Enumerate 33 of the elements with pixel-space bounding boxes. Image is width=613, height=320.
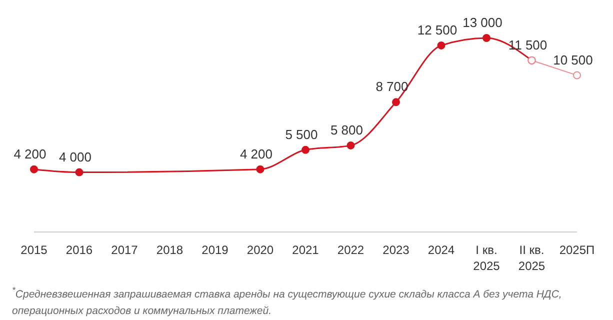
- point: [392, 98, 400, 106]
- point: [346, 141, 355, 150]
- x-tick-label: 2025П: [559, 243, 595, 257]
- x-tick-label: II кв. 2025: [518, 243, 546, 273]
- x-tick-label: 2019: [202, 243, 229, 257]
- data-label: 11 500: [508, 37, 548, 52]
- data-label: 5 800: [330, 122, 364, 138]
- x-tick-label: 2020: [246, 243, 274, 257]
- data-label: 4 200: [240, 146, 273, 162]
- data-label: 12 500: [417, 22, 458, 38]
- x-tick-label: 2021: [292, 243, 320, 257]
- data-label: 4 000: [58, 149, 92, 164]
- point: [482, 34, 490, 42]
- x-tick-label: 2018: [156, 243, 184, 257]
- data-label: 5 500: [285, 126, 318, 142]
- x-tick-label: I кв. 2025: [473, 243, 500, 273]
- x-tick-label: 2015: [20, 243, 48, 257]
- x-tick-label: 2023: [382, 243, 410, 257]
- data-label: 4 200: [14, 146, 46, 162]
- x-tick-label: 2024: [428, 243, 455, 257]
- point: [302, 146, 310, 154]
- data-label: 13 000: [462, 15, 502, 30]
- x-tick-label: 2017: [111, 243, 138, 257]
- point: [75, 168, 84, 176]
- point: [573, 71, 581, 80]
- text: $^{*}$Средневзвешенная запрашиваемая ставка аренды на существующие сухие склады класса А без учета НДС, операционных расходов и коммунальных платежей.: [11, 284, 563, 318]
- point: [437, 41, 446, 50]
- x-tick-label: 2016: [66, 243, 93, 257]
- point: [30, 165, 38, 174]
- data-label: 8 700: [376, 79, 408, 94]
- x-tick-label: 2022: [337, 243, 364, 257]
- point: [256, 165, 264, 174]
- data-label: 10 500: [553, 52, 593, 68]
